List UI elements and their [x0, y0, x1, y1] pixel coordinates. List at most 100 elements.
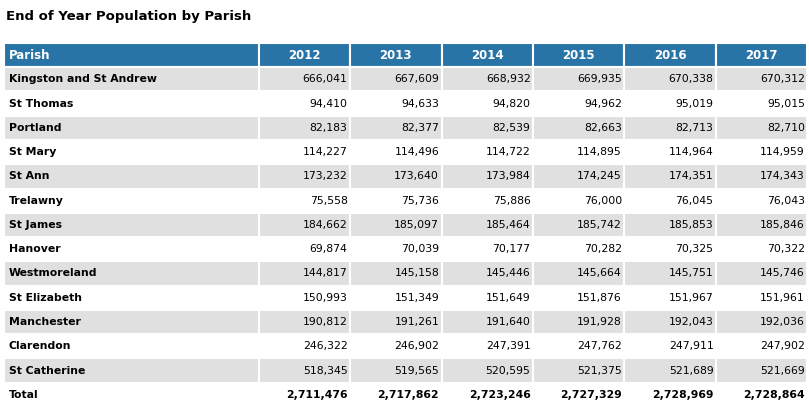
FancyBboxPatch shape	[442, 285, 533, 310]
FancyBboxPatch shape	[716, 43, 807, 67]
FancyBboxPatch shape	[533, 140, 625, 164]
FancyBboxPatch shape	[533, 334, 625, 358]
FancyBboxPatch shape	[442, 164, 533, 189]
FancyBboxPatch shape	[350, 334, 442, 358]
FancyBboxPatch shape	[533, 164, 625, 189]
Text: 75,886: 75,886	[493, 196, 531, 206]
Text: 151,961: 151,961	[760, 293, 805, 303]
Text: 2016: 2016	[654, 49, 687, 62]
Text: 70,177: 70,177	[493, 244, 531, 254]
Text: 76,045: 76,045	[676, 196, 714, 206]
FancyBboxPatch shape	[442, 358, 533, 383]
Text: 114,722: 114,722	[485, 147, 531, 157]
FancyBboxPatch shape	[259, 164, 350, 189]
Text: 69,874: 69,874	[310, 244, 348, 254]
Text: 184,662: 184,662	[303, 220, 348, 230]
Text: 247,902: 247,902	[760, 341, 805, 351]
Text: 94,962: 94,962	[584, 99, 622, 109]
Text: 667,609: 667,609	[394, 74, 439, 84]
FancyBboxPatch shape	[625, 334, 716, 358]
Text: 114,227: 114,227	[303, 147, 348, 157]
FancyBboxPatch shape	[350, 189, 442, 213]
FancyBboxPatch shape	[4, 237, 259, 261]
FancyBboxPatch shape	[4, 189, 259, 213]
Text: Clarendon: Clarendon	[9, 341, 71, 351]
Text: 521,669: 521,669	[760, 366, 805, 375]
Text: 185,846: 185,846	[760, 220, 805, 230]
FancyBboxPatch shape	[716, 383, 807, 407]
Text: End of Year Population by Parish: End of Year Population by Parish	[6, 10, 252, 23]
FancyBboxPatch shape	[259, 334, 350, 358]
FancyBboxPatch shape	[533, 213, 625, 237]
FancyBboxPatch shape	[350, 310, 442, 334]
Text: 670,338: 670,338	[668, 74, 714, 84]
Text: Manchester: Manchester	[9, 317, 81, 327]
Text: 145,751: 145,751	[669, 268, 714, 279]
Text: 185,464: 185,464	[485, 220, 531, 230]
FancyBboxPatch shape	[625, 189, 716, 213]
Text: 94,633: 94,633	[401, 99, 439, 109]
FancyBboxPatch shape	[350, 237, 442, 261]
Text: 246,322: 246,322	[303, 341, 348, 351]
FancyBboxPatch shape	[533, 67, 625, 92]
FancyBboxPatch shape	[259, 116, 350, 140]
FancyBboxPatch shape	[350, 116, 442, 140]
FancyBboxPatch shape	[442, 383, 533, 407]
FancyBboxPatch shape	[533, 189, 625, 213]
Text: 173,640: 173,640	[394, 171, 439, 182]
Text: 82,663: 82,663	[584, 123, 622, 133]
Text: 145,664: 145,664	[578, 268, 622, 279]
Text: 151,967: 151,967	[669, 293, 714, 303]
FancyBboxPatch shape	[716, 189, 807, 213]
Text: 192,036: 192,036	[760, 317, 805, 327]
Text: St James: St James	[9, 220, 62, 230]
FancyBboxPatch shape	[442, 334, 533, 358]
Text: 173,984: 173,984	[485, 171, 531, 182]
FancyBboxPatch shape	[350, 140, 442, 164]
Text: 520,595: 520,595	[485, 366, 531, 375]
FancyBboxPatch shape	[716, 67, 807, 92]
Text: 247,911: 247,911	[669, 341, 714, 351]
FancyBboxPatch shape	[259, 213, 350, 237]
FancyBboxPatch shape	[259, 67, 350, 92]
FancyBboxPatch shape	[625, 164, 716, 189]
FancyBboxPatch shape	[625, 358, 716, 383]
FancyBboxPatch shape	[259, 43, 350, 67]
FancyBboxPatch shape	[4, 140, 259, 164]
Text: 191,640: 191,640	[485, 317, 531, 327]
FancyBboxPatch shape	[259, 140, 350, 164]
Text: 2015: 2015	[562, 49, 595, 62]
FancyBboxPatch shape	[533, 285, 625, 310]
Text: Kingston and St Andrew: Kingston and St Andrew	[9, 74, 157, 84]
Text: 76,000: 76,000	[584, 196, 622, 206]
FancyBboxPatch shape	[625, 43, 716, 67]
Text: 75,558: 75,558	[310, 196, 348, 206]
Text: 2,723,246: 2,723,246	[468, 390, 531, 400]
Text: 2013: 2013	[379, 49, 412, 62]
Text: 192,043: 192,043	[668, 317, 714, 327]
Text: 94,820: 94,820	[493, 99, 531, 109]
FancyBboxPatch shape	[259, 383, 350, 407]
Text: 2014: 2014	[471, 49, 503, 62]
Text: 670,312: 670,312	[760, 74, 805, 84]
Text: 114,964: 114,964	[669, 147, 714, 157]
Text: 174,351: 174,351	[669, 171, 714, 182]
FancyBboxPatch shape	[259, 261, 350, 285]
Text: 519,565: 519,565	[394, 366, 439, 375]
FancyBboxPatch shape	[350, 213, 442, 237]
Text: Portland: Portland	[9, 123, 61, 133]
FancyBboxPatch shape	[259, 358, 350, 383]
FancyBboxPatch shape	[716, 310, 807, 334]
Text: 145,446: 145,446	[485, 268, 531, 279]
Text: Westmoreland: Westmoreland	[9, 268, 97, 279]
Text: 2012: 2012	[288, 49, 320, 62]
Text: 76,043: 76,043	[767, 196, 805, 206]
FancyBboxPatch shape	[442, 67, 533, 92]
Text: 669,935: 669,935	[578, 74, 622, 84]
Text: 82,183: 82,183	[310, 123, 348, 133]
Text: 668,932: 668,932	[485, 74, 531, 84]
FancyBboxPatch shape	[625, 213, 716, 237]
FancyBboxPatch shape	[4, 261, 259, 285]
FancyBboxPatch shape	[442, 237, 533, 261]
Text: St Catherine: St Catherine	[9, 366, 85, 375]
